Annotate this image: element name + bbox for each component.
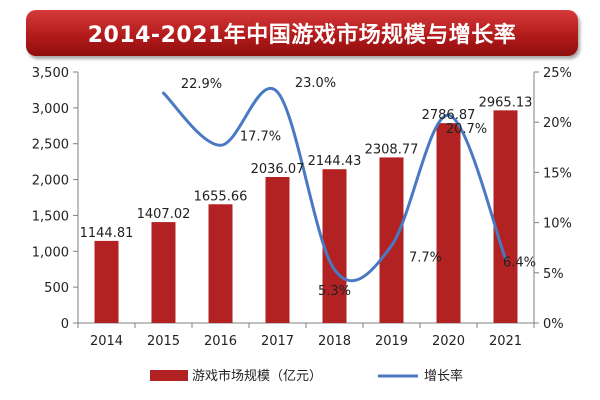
right-tick-label: 5% bbox=[543, 267, 564, 282]
bar bbox=[493, 110, 518, 323]
right-tick-label: 20% bbox=[543, 116, 572, 131]
bar-value-label: 2965.13 bbox=[479, 95, 533, 110]
title-banner: 2014-2021年中国游戏市场规模与增长率 bbox=[26, 10, 578, 56]
chart-title: 2014-2021年中国游戏市场规模与增长率 bbox=[87, 23, 517, 48]
right-tick-label: 15% bbox=[543, 166, 572, 181]
bar bbox=[94, 240, 119, 323]
line-value-label: 5.3% bbox=[318, 284, 351, 299]
right-tick-label: 10% bbox=[543, 217, 572, 232]
left-tick-label: 1,000 bbox=[32, 245, 69, 260]
bar-value-label: 2308.77 bbox=[365, 142, 419, 157]
line-value-label: 17.7% bbox=[240, 129, 281, 144]
left-tick-label: 2,500 bbox=[32, 138, 69, 153]
bar bbox=[436, 123, 461, 324]
bar bbox=[379, 157, 404, 323]
bar-value-label: 2036.07 bbox=[251, 162, 305, 177]
line-value-label: 7.7% bbox=[409, 251, 442, 266]
x-tick-label: 2020 bbox=[432, 334, 465, 349]
legend-bar-swatch bbox=[150, 370, 188, 381]
left-tick-label: 1,500 bbox=[32, 209, 69, 224]
line-value-label: 22.9% bbox=[181, 77, 222, 92]
bar bbox=[265, 176, 290, 323]
right-tick-label: 25% bbox=[543, 66, 572, 81]
right-tick-label: 0% bbox=[543, 317, 564, 332]
left-tick-label: 0 bbox=[61, 317, 69, 332]
x-tick-label: 2019 bbox=[375, 334, 408, 349]
x-tick-label: 2021 bbox=[489, 334, 522, 349]
line-value-label: 6.4% bbox=[503, 256, 536, 271]
x-tick-label: 2018 bbox=[318, 334, 351, 349]
legend-line-label: 增长率 bbox=[424, 368, 463, 384]
bar bbox=[322, 169, 347, 323]
legend-bar-label: 游戏市场规模（亿元） bbox=[192, 368, 322, 384]
bar-value-label: 2786.87 bbox=[422, 108, 476, 123]
bar-value-label: 1655.66 bbox=[194, 189, 248, 204]
x-tick-label: 2017 bbox=[261, 334, 294, 349]
x-tick-label: 2014 bbox=[90, 334, 123, 349]
left-tick-label: 2,000 bbox=[32, 174, 69, 189]
bar bbox=[151, 222, 176, 323]
growth-rate-line bbox=[162, 87, 507, 283]
line-value-label: 20.7% bbox=[446, 122, 487, 137]
x-tick-label: 2016 bbox=[204, 334, 237, 349]
left-tick-label: 3,000 bbox=[32, 102, 69, 117]
bar bbox=[208, 204, 233, 323]
line-value-label: 23.0% bbox=[295, 76, 336, 91]
bar-value-label: 1407.02 bbox=[137, 207, 191, 222]
x-tick-label: 2015 bbox=[147, 334, 180, 349]
bar-value-label: 1144.81 bbox=[80, 226, 134, 241]
left-tick-label: 500 bbox=[44, 281, 69, 296]
bar-value-label: 2144.43 bbox=[308, 154, 362, 169]
left-tick-label: 3,500 bbox=[32, 66, 69, 81]
